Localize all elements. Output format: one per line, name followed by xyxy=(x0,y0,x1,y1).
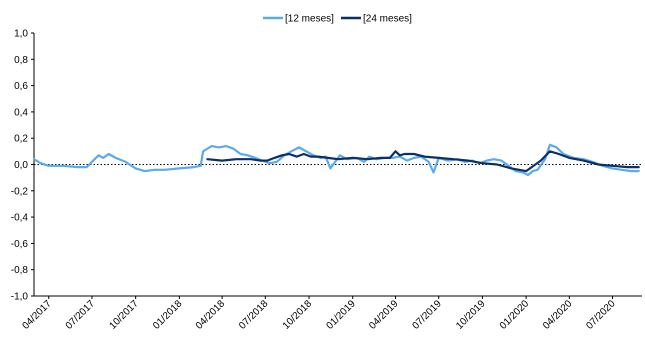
x-tick-label: 04/2019 xyxy=(367,298,401,332)
y-tick-label: 0,8 xyxy=(14,55,28,66)
x-tick-label: 04/2017 xyxy=(21,298,55,332)
series-line-12-meses xyxy=(32,143,640,177)
y-tick-label: 0,2 xyxy=(14,134,28,145)
x-tick-label: 07/2017 xyxy=(64,298,98,332)
legend-label-12-meses: [12 meses] xyxy=(285,14,334,25)
y-tick-label: 1,0 xyxy=(14,29,28,40)
x-tick-label: 01/2019 xyxy=(325,298,359,332)
x-tick-label: 10/2017 xyxy=(107,298,141,332)
y-tick-label: 0,4 xyxy=(14,107,28,118)
y-tick-label: -0,4 xyxy=(11,213,29,224)
x-tick-label: 04/2020 xyxy=(541,298,575,332)
series-line-24-meses xyxy=(206,150,640,173)
x-tick-label: 07/2019 xyxy=(410,298,444,332)
x-tick-label: 10/2018 xyxy=(281,298,315,332)
y-tick-label: 0,0 xyxy=(14,160,28,171)
x-tick-label: 01/2020 xyxy=(498,298,532,332)
x-tick-label: 04/2018 xyxy=(194,298,228,332)
x-tick-label: 10/2019 xyxy=(454,298,488,332)
y-tick-label: -0,6 xyxy=(11,239,29,250)
y-tick-label: -0,2 xyxy=(11,186,29,197)
y-tick-label: 0,6 xyxy=(14,81,28,92)
x-tick-label: 07/2020 xyxy=(584,298,618,332)
x-tick-label: 01/2018 xyxy=(151,298,185,332)
x-tick-label: 07/2018 xyxy=(237,298,271,332)
y-tick-label: -1,0 xyxy=(11,292,29,303)
y-tick-label: -0,8 xyxy=(11,265,29,276)
legend-label-24-meses: [24 meses] xyxy=(363,14,412,25)
